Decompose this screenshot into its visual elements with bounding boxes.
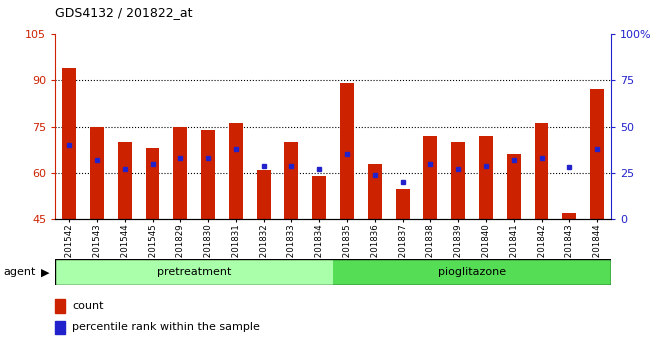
Bar bbox=[55, 259, 333, 285]
Text: agent: agent bbox=[3, 267, 36, 277]
Bar bbox=[534, 124, 549, 219]
Bar bbox=[396, 188, 410, 219]
Bar bbox=[479, 136, 493, 219]
Bar bbox=[118, 142, 132, 219]
Bar bbox=[507, 154, 521, 219]
Bar bbox=[423, 136, 437, 219]
Bar bbox=[146, 148, 159, 219]
Text: pioglitazone: pioglitazone bbox=[438, 267, 506, 277]
Bar bbox=[312, 176, 326, 219]
Bar bbox=[55, 299, 66, 313]
Bar bbox=[333, 259, 611, 285]
Bar bbox=[55, 320, 66, 334]
Bar bbox=[285, 142, 298, 219]
Text: percentile rank within the sample: percentile rank within the sample bbox=[72, 322, 260, 332]
Bar bbox=[451, 142, 465, 219]
Text: ▶: ▶ bbox=[41, 267, 49, 277]
Bar bbox=[62, 68, 76, 219]
Bar bbox=[90, 127, 104, 219]
Bar bbox=[562, 213, 577, 219]
Bar bbox=[201, 130, 215, 219]
Bar bbox=[590, 89, 604, 219]
Text: GDS4132 / 201822_at: GDS4132 / 201822_at bbox=[55, 6, 193, 19]
Bar bbox=[229, 124, 243, 219]
Text: count: count bbox=[72, 301, 103, 311]
Bar bbox=[257, 170, 270, 219]
Bar bbox=[174, 127, 187, 219]
Text: pretreatment: pretreatment bbox=[157, 267, 231, 277]
Bar bbox=[340, 83, 354, 219]
Bar bbox=[368, 164, 382, 219]
